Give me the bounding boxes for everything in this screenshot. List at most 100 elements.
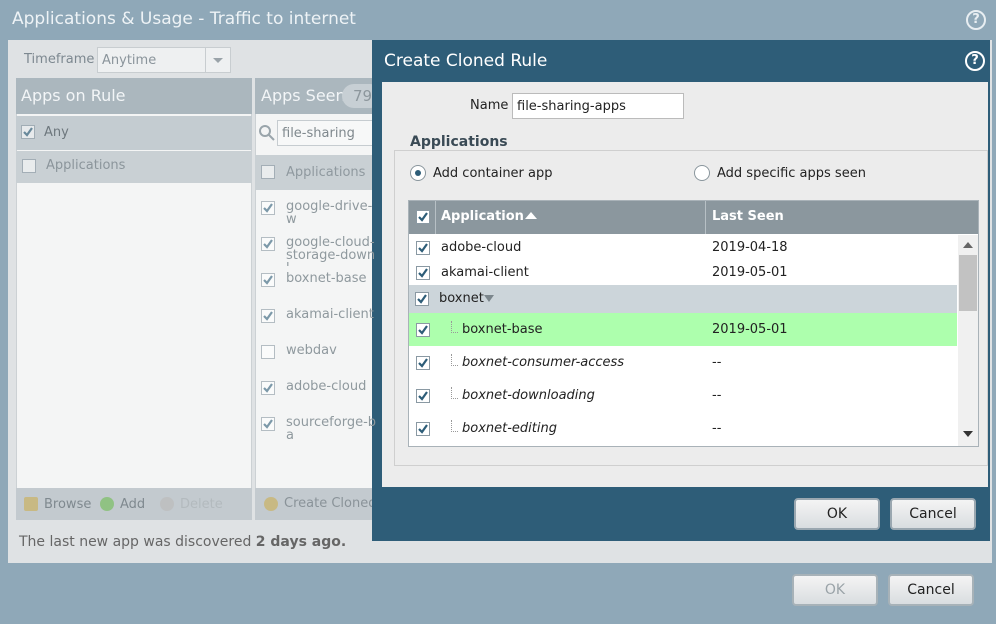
scroll-thumb[interactable] xyxy=(959,255,977,311)
checkbox[interactable] xyxy=(416,355,430,370)
checkbox[interactable] xyxy=(261,201,275,215)
app-name: boxnet-consumer-access xyxy=(462,354,625,370)
column-label: Applications xyxy=(286,165,366,180)
app-name: boxnet-downloading xyxy=(462,387,595,403)
any-row xyxy=(16,116,252,150)
action-icon xyxy=(100,497,114,511)
pane-header: Apps on Rule xyxy=(16,78,252,114)
checkbox[interactable] xyxy=(416,210,430,224)
seen-app: akamai-client xyxy=(286,308,374,321)
checkbox[interactable] xyxy=(416,388,430,403)
checkbox[interactable] xyxy=(261,345,275,359)
filter-label: Timeframe xyxy=(24,52,95,67)
seen-app: sourceforge-ba xyxy=(286,416,376,442)
pane-footer xyxy=(16,488,252,520)
column-label: Applications xyxy=(46,158,126,173)
app-name: boxnet xyxy=(439,291,484,306)
header-divider xyxy=(705,201,706,234)
action-icon xyxy=(160,497,174,511)
header-divider xyxy=(435,201,436,234)
search-field[interactable]: file-sharing xyxy=(258,120,378,146)
table-header xyxy=(409,201,978,234)
checkbox[interactable] xyxy=(21,125,35,139)
button[interactable]: OK xyxy=(794,498,880,530)
last-seen: -- xyxy=(712,420,722,436)
last-seen: 2019-04-18 xyxy=(712,239,788,255)
seen-app: google-drive-w xyxy=(286,200,373,226)
column-header xyxy=(255,155,385,190)
action-icon xyxy=(24,497,38,511)
clone-action[interactable]: Create Cloned R xyxy=(284,496,390,511)
checkbox[interactable] xyxy=(261,165,275,179)
fieldset xyxy=(394,150,988,466)
action-label: Delete xyxy=(180,497,223,512)
button[interactable]: OK xyxy=(792,574,878,606)
last-seen: -- xyxy=(712,354,722,370)
status-emphasis: 2 days ago. xyxy=(255,534,347,550)
radio-dot xyxy=(415,170,421,176)
app-table: Application Last Seen adobe-cloud 2019-04-1… xyxy=(408,200,979,447)
apps-seen-pane xyxy=(255,78,385,520)
table-row xyxy=(409,379,957,412)
sort-icon xyxy=(525,212,537,219)
radio-label: Add specific apps seen xyxy=(717,166,866,181)
radio[interactable] xyxy=(410,165,426,181)
column-header xyxy=(16,151,252,183)
seen-app: adobe-cloud xyxy=(286,380,367,393)
radio[interactable] xyxy=(694,165,710,181)
action-icon xyxy=(264,497,278,511)
button[interactable]: Cancel xyxy=(888,574,974,606)
table-row xyxy=(409,346,957,379)
section-legend: Applications xyxy=(406,134,512,150)
column-header: Application xyxy=(441,209,524,224)
checkbox[interactable] xyxy=(261,381,275,395)
table-row xyxy=(409,285,957,313)
table-row xyxy=(409,412,957,445)
dropdown-arrow xyxy=(205,48,230,72)
app-name: boxnet-base xyxy=(462,321,543,337)
window-title: Applications & Usage - Traffic to intern… xyxy=(12,9,356,29)
table-row xyxy=(409,313,957,346)
column-header: Last Seen xyxy=(712,209,784,224)
filter-select[interactable]: Anytime xyxy=(97,47,231,73)
action-label[interactable]: Browse xyxy=(44,497,92,512)
checkbox[interactable] xyxy=(416,322,430,337)
status-text: The last new app was discovered xyxy=(19,534,252,550)
dialog-title: Create Cloned Rule xyxy=(384,51,548,71)
scroll-down[interactable] xyxy=(963,431,973,437)
checkbox[interactable] xyxy=(416,421,430,436)
help-icon[interactable]: ? xyxy=(966,10,986,30)
checkbox[interactable] xyxy=(415,292,429,306)
tree-line xyxy=(451,353,458,366)
checkbox[interactable] xyxy=(261,273,275,287)
radio-label: Add container app xyxy=(433,166,553,181)
table-row xyxy=(409,260,957,285)
checkbox[interactable] xyxy=(261,309,275,323)
app-name: boxnet-editing xyxy=(462,420,557,436)
checkbox[interactable] xyxy=(22,159,36,173)
name-label: Name xyxy=(470,98,509,113)
checkbox[interactable] xyxy=(261,417,275,431)
checkbox[interactable] xyxy=(416,240,430,255)
expand-icon[interactable] xyxy=(484,295,494,302)
status-line: The last new app was discovered 2 days a… xyxy=(19,534,346,550)
tree-line xyxy=(451,419,458,432)
name-input[interactable]: file-sharing-apps xyxy=(512,93,684,119)
tree-line xyxy=(451,320,458,333)
button[interactable]: Cancel xyxy=(890,498,976,530)
search-input: file-sharing xyxy=(277,120,377,146)
action-label[interactable]: Add xyxy=(120,497,146,512)
last-seen: 2019-05-01 xyxy=(712,321,788,337)
last-seen: 2019-05-01 xyxy=(712,264,788,280)
scroll-up[interactable] xyxy=(963,242,973,248)
table-row xyxy=(409,235,957,260)
app-name: akamai-client xyxy=(441,264,529,280)
tree-line xyxy=(451,386,458,399)
filter-value: Anytime xyxy=(102,53,157,68)
help-icon[interactable]: ? xyxy=(965,51,985,71)
app-name: adobe-cloud xyxy=(441,239,522,255)
checkbox[interactable] xyxy=(416,265,430,280)
seen-app: google-cloud-storage-downl xyxy=(286,236,376,266)
checkbox[interactable] xyxy=(261,237,275,251)
